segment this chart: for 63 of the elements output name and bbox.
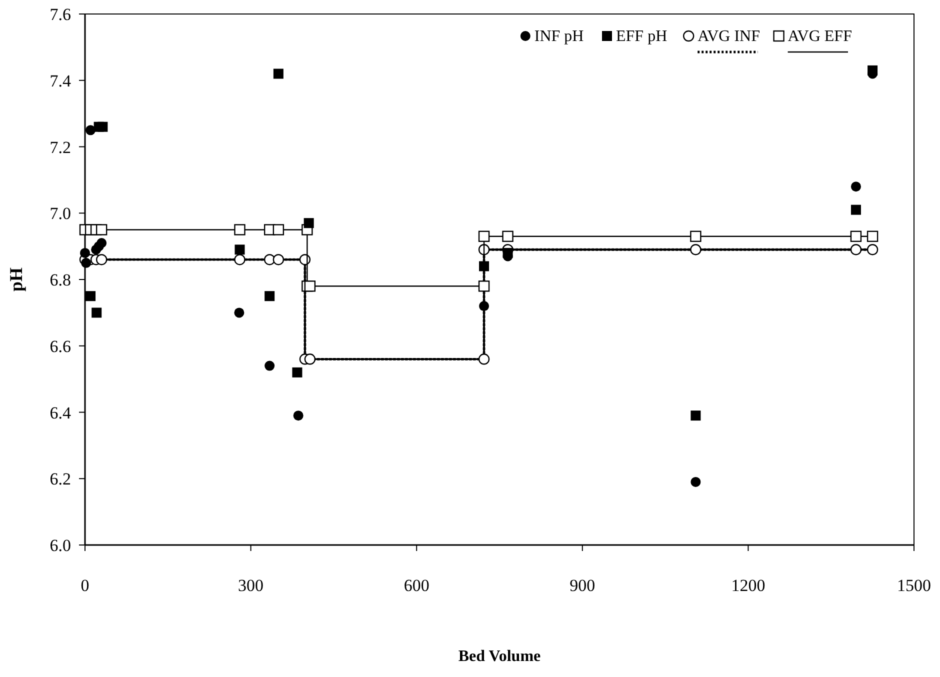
point: [81, 258, 92, 268]
point: [96, 254, 108, 266]
point: [478, 354, 490, 365]
point: [273, 68, 284, 79]
point: [292, 367, 302, 378]
y-tick-label: 6.8: [50, 270, 71, 290]
point: [98, 122, 108, 132]
point: [80, 248, 90, 258]
point: [866, 244, 878, 256]
y-tick-label: 6.6: [50, 336, 71, 356]
point: [264, 254, 276, 266]
legend-label: AVG EFF: [788, 28, 852, 45]
x-tick-label: 0: [80, 576, 90, 595]
legend-label: AVG INF: [698, 28, 760, 45]
y-tick-label: 7.2: [50, 138, 71, 157]
y-axis-title: pH: [6, 267, 26, 292]
point: [502, 248, 513, 258]
y-tick-label: 6.4: [50, 403, 72, 422]
point: [690, 230, 702, 242]
point: [234, 308, 244, 318]
point: [264, 360, 275, 371]
point: [86, 291, 96, 302]
point: [850, 244, 862, 256]
y-tick-label: 7.0: [50, 204, 71, 224]
legend-label: INF pH: [534, 28, 584, 45]
y-tick-label: 7.4: [50, 71, 72, 90]
y-tick-label: 7.6: [50, 5, 71, 24]
point: [96, 238, 107, 248]
x-tick-label: 300: [238, 576, 264, 595]
x-tick-label: 1200: [731, 576, 766, 595]
point: [304, 354, 316, 365]
y-tick-label: 6.2: [50, 470, 71, 489]
point: [264, 291, 275, 302]
point: [479, 301, 490, 312]
x-tick-label: 600: [404, 576, 430, 595]
y-tick-label: 6.0: [50, 536, 71, 555]
point: [96, 224, 108, 236]
point: [868, 65, 878, 76]
point: [92, 308, 102, 318]
point: [304, 218, 314, 228]
point: [850, 204, 861, 215]
point: [690, 476, 701, 487]
point: [293, 410, 304, 421]
point: [866, 230, 878, 242]
point: [690, 410, 701, 421]
point: [690, 244, 702, 256]
x-tick-label: 900: [570, 576, 596, 595]
point: [304, 280, 316, 292]
point: [272, 224, 284, 236]
point: [850, 230, 862, 242]
point: [478, 230, 490, 242]
point: [234, 244, 245, 255]
x-axis-title: Bed Volume: [458, 648, 541, 665]
point: [479, 261, 490, 272]
point: [234, 254, 246, 266]
legend-label: EFF pH: [616, 28, 668, 45]
point: [234, 224, 246, 236]
point: [850, 182, 861, 192]
point: [502, 230, 514, 242]
point: [272, 254, 284, 266]
point: [86, 125, 96, 136]
point: [478, 280, 490, 292]
x-tick-label: 1500: [897, 576, 931, 595]
